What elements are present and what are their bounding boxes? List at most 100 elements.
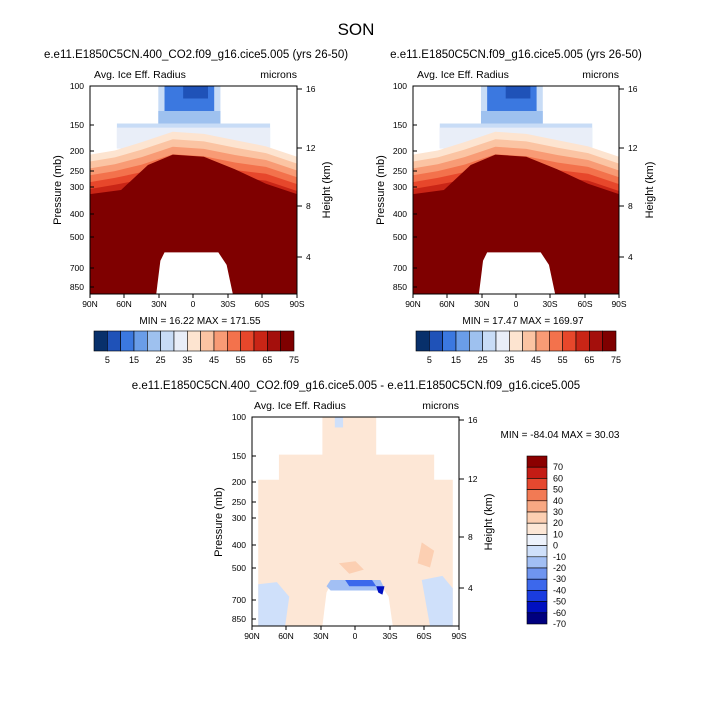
contour-band bbox=[258, 417, 453, 626]
colorbar-box bbox=[253, 330, 268, 352]
colorbar-box bbox=[526, 578, 548, 591]
panel-left-variable-label: Avg. Ice Eff. Radius bbox=[94, 69, 186, 81]
panel-right-title: e.e11.E1850C5CN.f09_g16.cice5.005 (yrs 2… bbox=[390, 49, 642, 61]
x-tick-label: 60N bbox=[116, 299, 132, 309]
colorbar-label: 5 bbox=[105, 355, 110, 365]
colorbar-box bbox=[160, 330, 175, 352]
colorbar-box bbox=[280, 330, 295, 352]
colorbar-box bbox=[549, 330, 563, 352]
x-tick-label: 90S bbox=[451, 631, 466, 641]
panel-right-units-label: microns bbox=[582, 69, 619, 81]
y-tick-label: 400 bbox=[393, 209, 407, 219]
panel-diff-x-axis: 90N 60N 30N 0 30S 60S 90S bbox=[244, 631, 467, 641]
colorbar-box bbox=[589, 330, 603, 352]
panel-diff-y2label: Height (km) bbox=[483, 494, 495, 551]
x-tick-label: 60N bbox=[439, 299, 455, 309]
page-title: SON bbox=[338, 20, 375, 39]
contour-band bbox=[417, 542, 435, 568]
colorbar-label: -40 bbox=[553, 585, 566, 595]
missing-region bbox=[156, 252, 233, 294]
y-tick-label: 850 bbox=[232, 614, 246, 624]
contour-band bbox=[90, 154, 297, 294]
colorbar-label: 55 bbox=[558, 355, 568, 365]
panel-left-stats: MIN = 16.22 MAX = 171.55 bbox=[139, 316, 261, 327]
x-tick-label: 30N bbox=[474, 299, 490, 309]
panel-diff-ylabel: Pressure (mb) bbox=[213, 487, 225, 557]
x-tick-label: 90N bbox=[244, 631, 260, 641]
y-tick-label: 200 bbox=[393, 146, 407, 156]
colorbar-label: 15 bbox=[129, 355, 139, 365]
colorbar-box bbox=[526, 612, 548, 625]
panel-right-x-axis: 90N 60N 30N 0 30S 60S 90S bbox=[405, 299, 627, 309]
panel-right-ticks bbox=[412, 85, 624, 298]
y2-tick-label: 4 bbox=[468, 583, 473, 593]
panel-diff-stats: MIN = -84.04 MAX = 30.03 bbox=[501, 430, 620, 441]
colorbar-label: 35 bbox=[182, 355, 192, 365]
colorbar-box bbox=[526, 545, 548, 558]
panel-diff-variable-label: Avg. Ice Eff. Radius bbox=[254, 400, 346, 412]
missing-region bbox=[478, 252, 556, 294]
y-tick-label: 300 bbox=[393, 182, 407, 192]
colorbar-label: -20 bbox=[553, 563, 566, 573]
colorbar-box bbox=[213, 330, 228, 352]
colorbar-box bbox=[267, 330, 281, 352]
colorbar-box bbox=[429, 330, 443, 352]
colorbar-box bbox=[469, 330, 483, 352]
colorbar-label: 25 bbox=[478, 355, 488, 365]
panel-diff-y2-axis: 16 12 8 4 bbox=[468, 415, 478, 593]
contour-band bbox=[334, 417, 344, 428]
colorbar-box bbox=[147, 330, 161, 352]
colorbar-box bbox=[455, 330, 470, 352]
y-tick-label: 200 bbox=[70, 146, 84, 156]
x-tick-label: 60S bbox=[416, 631, 431, 641]
panel-diff-contour-bands bbox=[258, 417, 453, 626]
colorbar-label: 20 bbox=[553, 518, 563, 528]
colorbar-box bbox=[526, 489, 548, 502]
colorbar-label: 30 bbox=[553, 507, 563, 517]
x-tick-label: 30S bbox=[220, 299, 235, 309]
colorbar-label: 70 bbox=[553, 462, 563, 472]
panel-diff-ticks bbox=[251, 416, 464, 630]
y2-tick-label: 8 bbox=[306, 201, 311, 211]
colorbar-label: 45 bbox=[209, 355, 219, 365]
colorbar-box bbox=[575, 330, 590, 352]
colorbar-box bbox=[93, 330, 108, 352]
panel-diff: e.e11.E1850C5CN.400_CO2.f09_g16.cice5.00… bbox=[132, 380, 620, 641]
panel-left-ylabel: Pressure (mb) bbox=[52, 155, 64, 225]
colorbar-label: -60 bbox=[553, 608, 566, 618]
colorbar-box bbox=[415, 330, 430, 352]
panel-right-variable-label: Avg. Ice Eff. Radius bbox=[417, 69, 509, 81]
panel-diff-field bbox=[258, 417, 453, 626]
x-tick-label: 30S bbox=[382, 631, 397, 641]
colorbar-box bbox=[495, 330, 510, 352]
colorbar-label: 75 bbox=[611, 355, 621, 365]
colorbar-box bbox=[526, 601, 548, 614]
y-tick-label: 100 bbox=[232, 412, 246, 422]
y-tick-label: 150 bbox=[70, 120, 84, 130]
contour-band bbox=[345, 580, 377, 587]
colorbar-box bbox=[526, 478, 548, 490]
y-tick-label: 250 bbox=[232, 497, 246, 507]
panel-left-y2-axis: 16 12 8 4 bbox=[306, 84, 316, 262]
x-tick-label: 0 bbox=[191, 299, 196, 309]
y2-tick-label: 16 bbox=[306, 84, 316, 94]
y-tick-label: 150 bbox=[232, 451, 246, 461]
x-tick-label: 30S bbox=[542, 299, 557, 309]
colorbar-box bbox=[173, 330, 188, 352]
panel-left-y-axis: 100 150 200 250 300 400 500 700 850 bbox=[70, 81, 84, 292]
panel-left-units-label: microns bbox=[260, 69, 297, 81]
panel-left-y-ticks bbox=[89, 85, 302, 298]
colorbar-box bbox=[200, 330, 215, 352]
panel-right-colorbar: 5 15 25 35 45 55 65 75 bbox=[415, 330, 621, 365]
y-tick-label: 700 bbox=[393, 263, 407, 273]
x-tick-label: 0 bbox=[353, 631, 358, 641]
colorbar-label: 5 bbox=[427, 355, 432, 365]
y2-tick-label: 16 bbox=[468, 415, 478, 425]
colorbar-label: -70 bbox=[553, 619, 566, 629]
colorbar-box bbox=[509, 330, 523, 352]
panel-left-y2label: Height (km) bbox=[321, 162, 333, 219]
y-tick-label: 850 bbox=[393, 282, 407, 292]
contour-band bbox=[480, 110, 543, 124]
y-tick-label: 300 bbox=[232, 513, 246, 523]
